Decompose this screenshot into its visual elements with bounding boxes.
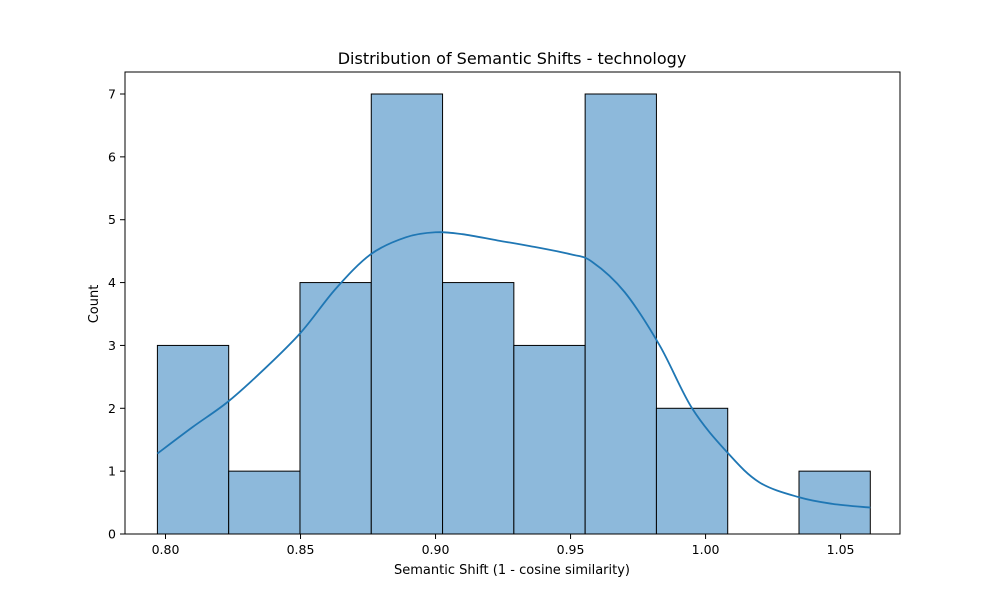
x-tick-label: 0.80: [152, 542, 180, 557]
histogram-bar-1: [228, 470, 301, 535]
y-tick-label: 0: [108, 527, 116, 542]
histogram-bar-9: [798, 470, 871, 535]
x-tick-label: 0.95: [557, 542, 585, 557]
y-axis-label: Count: [87, 285, 102, 324]
histogram-bars: [156, 93, 871, 535]
y-axis-ticks: 0 1 2 3 4 5 6 7: [108, 87, 125, 542]
histogram-bar-5: [513, 344, 586, 535]
x-axis-label: Semantic Shift (1 - cosine similarity): [394, 563, 630, 578]
histogram-bar-6: [584, 93, 657, 535]
x-axis-ticks: 0.80 0.85 0.90 0.95 1.00 1.05: [152, 534, 855, 557]
x-tick-label: 0.85: [287, 542, 315, 557]
y-tick-label: 4: [108, 275, 116, 290]
y-tick-label: 3: [108, 338, 116, 353]
histogram-bar-4: [442, 282, 515, 535]
y-tick-label: 6: [108, 149, 116, 164]
y-tick-label: 7: [108, 87, 116, 102]
histogram-bar-3: [370, 93, 444, 535]
histogram-bar-7: [655, 407, 729, 535]
x-tick-label: 1.00: [692, 542, 720, 557]
chart-title: Distribution of Semantic Shifts - techno…: [338, 49, 687, 68]
y-tick-label: 2: [108, 401, 116, 416]
histogram-bar-2: [299, 282, 372, 535]
kde-curve: [156, 231, 871, 509]
y-tick-label: 5: [108, 212, 116, 227]
x-tick-label: 1.05: [827, 542, 855, 557]
plot-frame: [124, 71, 901, 535]
histogram-bar-0: [156, 344, 230, 535]
y-tick-label: 1: [108, 464, 116, 479]
x-tick-label: 0.90: [422, 542, 450, 557]
